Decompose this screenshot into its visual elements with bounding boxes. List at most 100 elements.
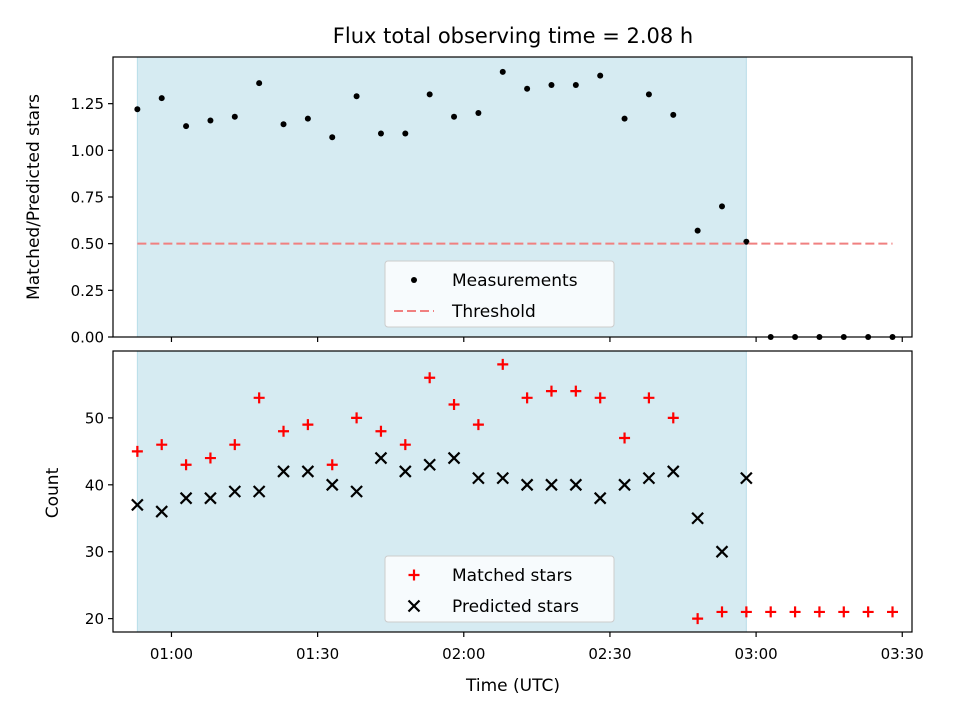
matched-star-point <box>204 452 216 464</box>
matched-star-point <box>813 606 825 618</box>
top-y-tick-label: 0.25 <box>71 282 104 300</box>
predicted-star-point <box>131 498 144 512</box>
measurement-point <box>718 203 725 210</box>
top-y-tick-label: 0.75 <box>71 189 104 207</box>
measurement-point <box>304 115 311 122</box>
matched-star-point <box>643 392 655 404</box>
measurement-point <box>670 111 677 118</box>
matched-star-point <box>229 439 241 451</box>
measurement-point <box>402 130 409 137</box>
measurement-point <box>475 110 482 116</box>
predicted-star-point <box>715 545 729 558</box>
bottom-y-tick-label: 20 <box>85 610 104 628</box>
predicted-star-point <box>325 478 339 492</box>
predicted-star-point <box>472 471 485 485</box>
measurement-point <box>231 113 238 120</box>
bottom-legend: Matched stars Predicted stars <box>384 555 615 623</box>
x-tick-label: 02:00 <box>442 645 485 663</box>
predicted-star-point <box>277 465 290 478</box>
matched-star-point <box>472 419 484 431</box>
matched-star-point <box>375 425 387 437</box>
measurement-point <box>572 82 579 88</box>
x-tick-label: 03:30 <box>881 645 924 663</box>
measurement-point <box>499 68 506 75</box>
measurement-point <box>524 85 531 92</box>
predicted-star-point <box>496 471 510 485</box>
matched-star-point <box>838 606 850 618</box>
matched-star-point <box>326 459 338 471</box>
predicted-star-point <box>740 471 753 485</box>
top-legend-box <box>384 260 615 328</box>
bottom-y-tick-label: 40 <box>85 476 104 494</box>
predicted-star-point <box>374 451 388 465</box>
predicted-star-point <box>179 491 193 505</box>
matched-star-point <box>497 358 509 370</box>
top-panel: 0.00 0.25 0.50 0.75 1.00 1.25 Measurements Thre… <box>71 56 913 347</box>
predicted-star-point <box>666 465 680 478</box>
predicted-star-point <box>691 511 704 525</box>
x-tick-label: 02:30 <box>588 645 631 663</box>
measurement-point <box>207 117 214 124</box>
matched-star-point <box>594 392 606 404</box>
matched-star-point <box>862 606 874 618</box>
measurement-point <box>694 227 701 234</box>
x-tick-label: 03:00 <box>734 645 777 663</box>
matched-star-point <box>789 606 801 618</box>
predicted-star-point <box>618 478 631 492</box>
top-y-tick-label: 0.00 <box>71 329 104 347</box>
x-tick-label: 01:00 <box>150 645 193 663</box>
measurement-point <box>597 72 604 79</box>
top-y-tick-label: 0.50 <box>71 235 104 253</box>
legend-matched-marker <box>408 569 420 581</box>
top-y-axis-label: Matched/Predicted stars <box>24 94 44 300</box>
matched-star-point <box>156 439 168 451</box>
predicted-star-point <box>350 485 363 498</box>
bottom-y-axis-label: Count <box>43 467 63 518</box>
matched-star-point <box>692 613 704 625</box>
matched-star-point <box>570 385 582 397</box>
measurement-point <box>645 91 652 98</box>
measurement-point <box>377 130 384 137</box>
bottom-axes-frame <box>112 350 913 633</box>
predicted-star-point <box>545 478 558 492</box>
predicted-star-point <box>569 478 583 492</box>
measurement-point <box>134 106 141 113</box>
matched-star-point <box>302 419 314 431</box>
bottom-panel: 01:00 01:30 02:00 02:30 03:00 03:30 20 30 40 50 Ma… <box>85 350 924 663</box>
top-y-tick-label: 1.25 <box>71 95 104 113</box>
measurement-point <box>426 91 433 98</box>
top-legend-label: Threshold <box>451 302 536 322</box>
chart-title: Flux total observing time = 2.08 h <box>333 24 693 48</box>
legend-measurement-marker <box>411 277 417 283</box>
measurement-point <box>621 115 628 122</box>
measurement-point <box>548 82 555 88</box>
measurement-point <box>329 134 336 141</box>
matched-star-point <box>180 459 192 471</box>
top-y-tick-label: 1.00 <box>71 142 104 160</box>
x-axis-label: Time (UTC) <box>465 676 560 696</box>
matched-star-point <box>448 399 460 411</box>
x-tick-label: 01:30 <box>296 645 339 663</box>
matched-star-point <box>740 606 752 618</box>
bottom-legend-label: Predicted stars <box>452 597 579 617</box>
predicted-star-point <box>520 478 534 492</box>
matched-star-point <box>351 412 363 424</box>
matched-star-point <box>887 606 899 618</box>
matched-star-point <box>765 606 777 618</box>
matched-star-point <box>131 445 143 457</box>
measurement-point <box>451 113 458 120</box>
predicted-star-point <box>399 465 412 478</box>
predicted-star-point <box>228 485 242 498</box>
predicted-star-point <box>423 458 436 472</box>
matched-star-point <box>667 412 679 424</box>
predicted-star-point <box>252 485 266 498</box>
measurement-point <box>743 238 750 245</box>
matched-star-point <box>521 392 533 404</box>
bottom-y-tick-label: 30 <box>85 543 104 561</box>
measurement-point <box>183 123 190 130</box>
matched-star-point <box>545 385 557 397</box>
predicted-star-point <box>447 451 461 465</box>
legend-predicted-marker <box>407 599 421 613</box>
matched-star-point <box>424 372 436 384</box>
